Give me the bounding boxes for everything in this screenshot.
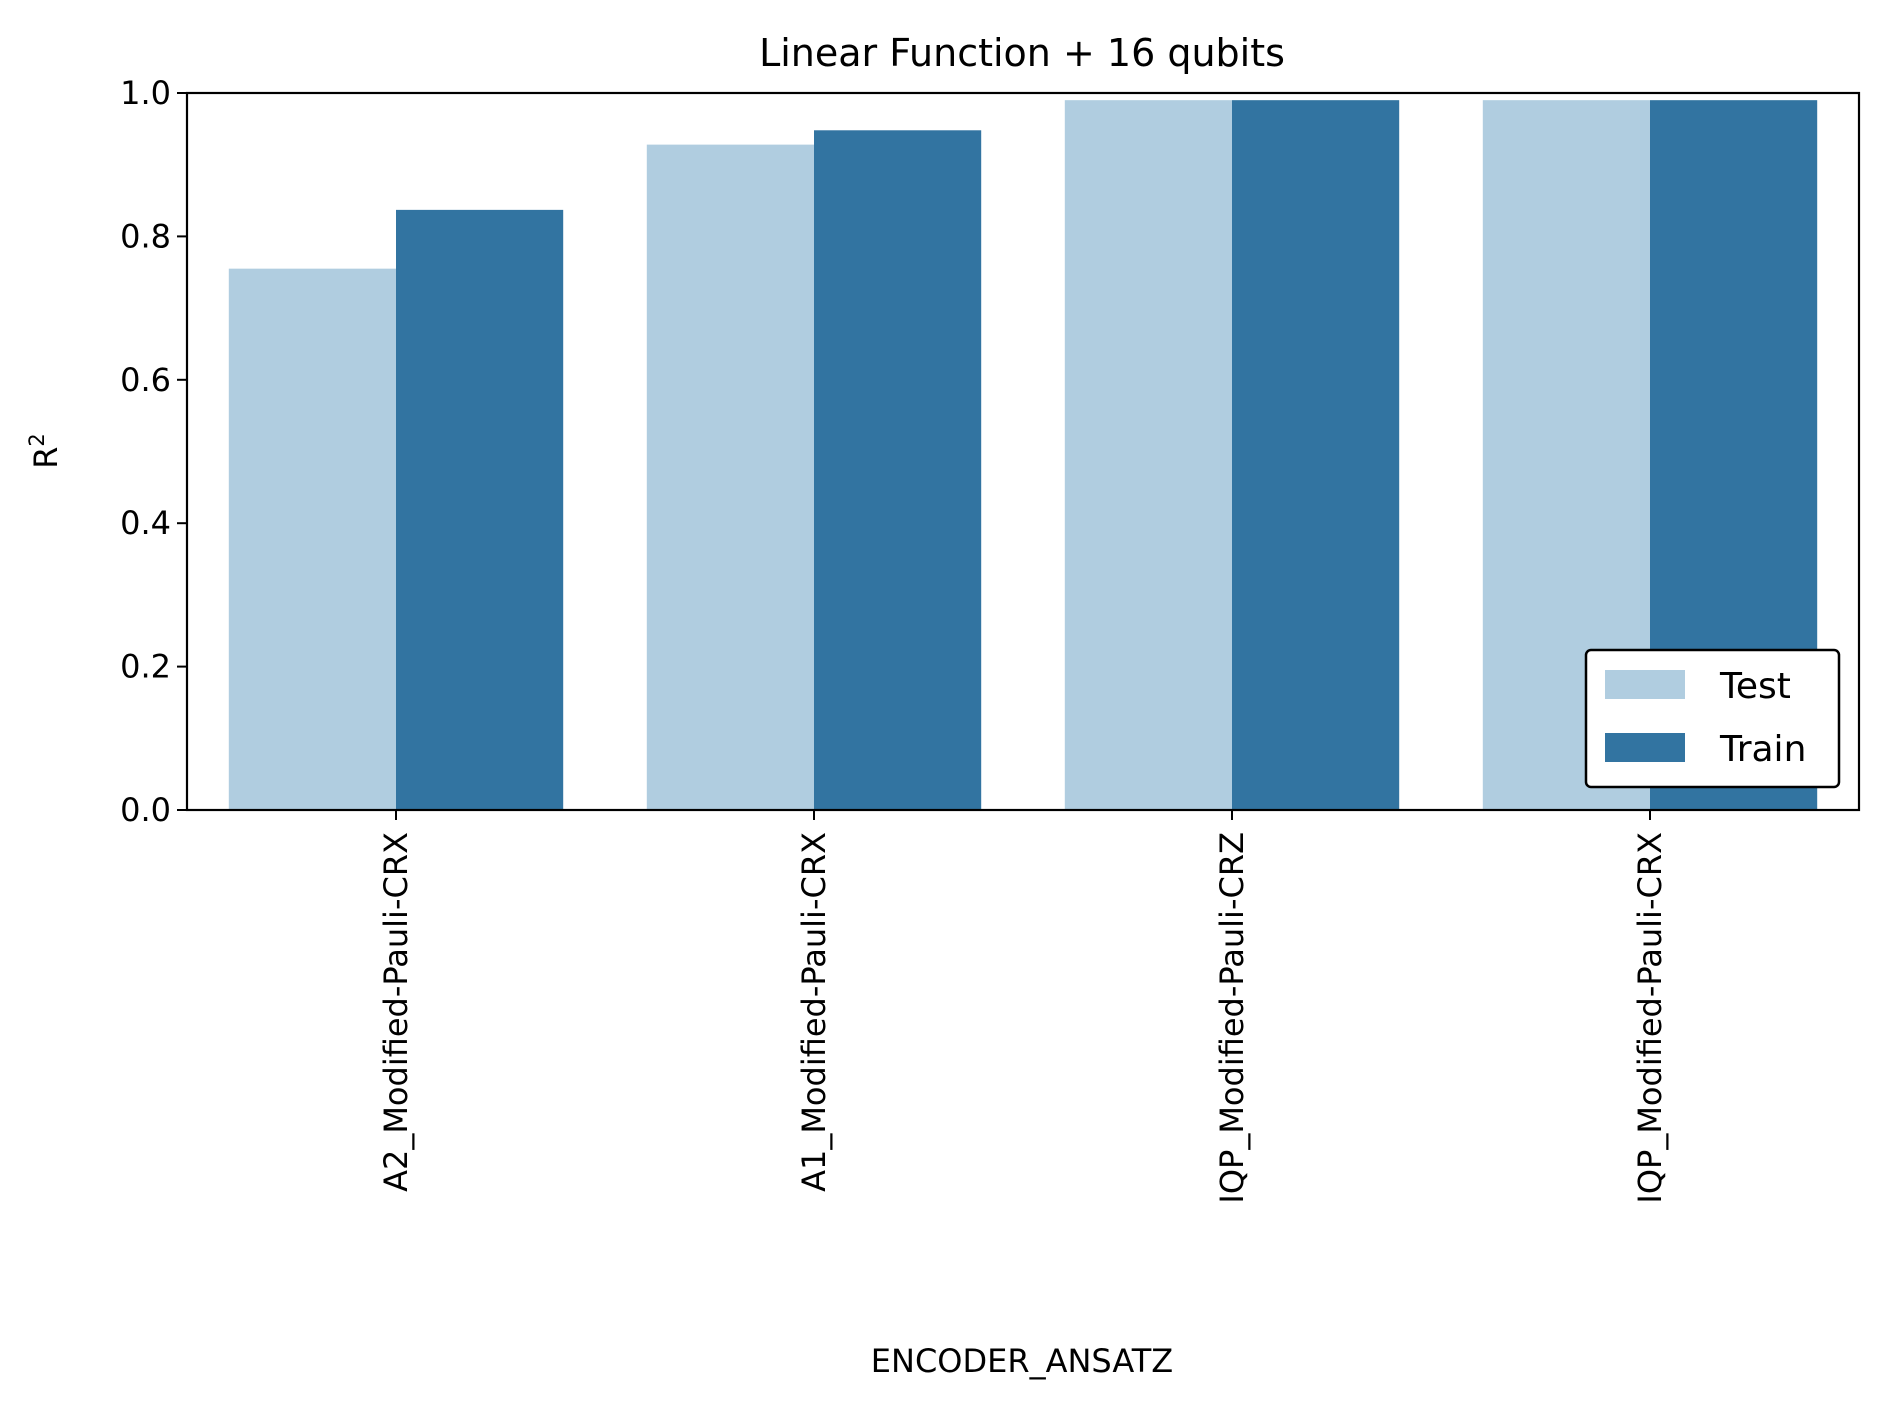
- y-tick-label: 1.0: [120, 74, 171, 112]
- x-tick-label: A1_Modified-Pauli-CRX: [795, 832, 833, 1192]
- y-axis-label: R2: [25, 433, 65, 469]
- bar-test-1: [646, 144, 814, 810]
- chart-title: Linear Function + 16 qubits: [759, 31, 1285, 75]
- plot-frame: [185, 91, 1861, 812]
- y-tick-label: 0.8: [120, 217, 171, 255]
- y-axis: 0.0 0.2 0.4 0.6 0.8 1.0: [120, 74, 187, 829]
- legend-label-test: Test: [1719, 666, 1791, 707]
- bar-test-0: [228, 268, 396, 810]
- x-tick-label: IQP_Modified-Pauli-CRX: [1631, 832, 1669, 1204]
- bars-layer: [228, 100, 1818, 811]
- legend-swatch-test: [1605, 670, 1685, 699]
- x-tick-label: IQP_Modified-Pauli-CRZ: [1213, 832, 1251, 1204]
- x-axis-label: ENCODER_ANSATZ: [871, 1342, 1173, 1380]
- y-axis-label-superscript: 2: [25, 433, 49, 446]
- y-axis-label-base: R: [27, 447, 65, 469]
- y-tick-label: 0.2: [120, 648, 171, 686]
- y-tick-label: 0.0: [120, 791, 171, 829]
- x-axis: A2_Modified-Pauli-CRX A1_Modified-Pauli-C…: [377, 810, 1669, 1204]
- bar-train-2: [1232, 100, 1400, 811]
- legend-swatch-train: [1605, 733, 1685, 762]
- bar-train-0: [396, 209, 564, 811]
- legend-label-train: Train: [1719, 729, 1806, 770]
- legend: Test Train: [1584, 648, 1841, 789]
- bar-train-1: [814, 130, 982, 810]
- y-tick-label: 0.4: [120, 504, 171, 542]
- y-tick-label: 0.6: [120, 361, 171, 399]
- bar-test-2: [1064, 100, 1232, 811]
- x-tick-label: A2_Modified-Pauli-CRX: [377, 832, 415, 1192]
